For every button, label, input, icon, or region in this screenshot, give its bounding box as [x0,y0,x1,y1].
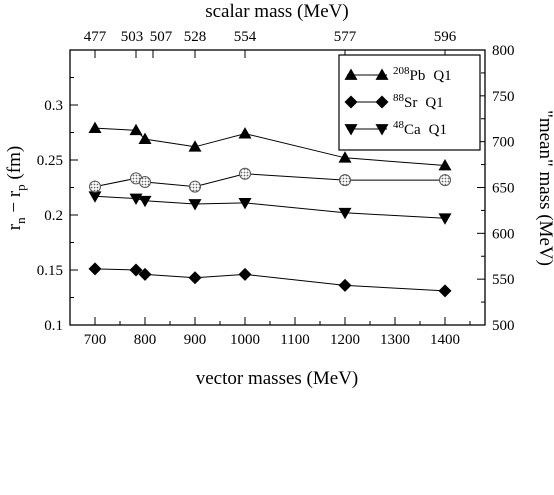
axis-ticks: 700 800 900 1000 1100 1200 1300 1400 477 503 507 52… [37,29,515,348]
x2-tick-label: 596 [434,29,457,45]
data-point-3 [139,176,151,188]
legend-label-isotope: 48 [393,119,405,131]
y-label-sub-n: n [13,217,28,224]
data-point-2 [88,191,102,203]
x-tick-label: 900 [184,332,207,348]
y-label-r: r [4,223,25,230]
data-point-1 [138,267,152,281]
data-point-1 [88,262,102,276]
data-point-0 [129,123,143,136]
data-point-3 [239,167,251,180]
y2-tick-label: 700 [492,135,515,151]
x2-tick-label: 507 [150,29,173,45]
data-point-3 [89,180,101,193]
y-axis-label: rn − rp (fm) [4,146,28,230]
legend-label-isotope: 208 [393,65,410,77]
data-point-2 [438,213,452,225]
legend-label-tag: Q1 [425,95,443,111]
chart-marks [88,121,452,298]
x-tick-label: 1400 [430,332,460,348]
data-point-3 [439,174,451,187]
data-point-0 [238,127,252,139]
y2-tick-label: 500 [492,318,515,334]
y-tick-label: 0.3 [44,98,63,114]
y-tick-label: 0.2 [44,208,63,224]
data-point-0 [338,151,352,163]
x-tick-label: 1100 [280,332,309,348]
data-point-0 [138,132,152,144]
data-point-1 [238,267,252,281]
y2-tick-label: 800 [492,43,515,59]
x2-tick-label: 528 [184,29,207,45]
legend-label: 208Pb Q1 [393,65,452,84]
data-point-2 [188,199,202,211]
data-point-1 [438,284,452,298]
legend-label: 88Sr Q1 [393,92,444,111]
data-point-0 [188,140,202,152]
legend-marker [375,95,389,109]
y-label-minus: − r [4,190,25,217]
data-point-1 [338,278,352,292]
data-point-1 [188,271,202,285]
y-label-sub-p: p [13,184,28,191]
data-point-2 [338,207,352,220]
data-point-1 [129,263,143,277]
legend-marker [344,68,358,80]
data-point-3 [189,180,201,193]
legend-label-element: Ca [404,122,421,138]
y-label-unit: (fm) [4,146,25,185]
y2-tick-label: 650 [492,181,515,197]
legend-label-tag: Q1 [433,68,451,84]
y2-tick-label: 750 [492,89,515,105]
y2-tick-label: 550 [492,272,515,288]
x-tick-label: 700 [84,332,107,348]
data-point-2 [238,198,252,210]
y-tick-label: 0.15 [37,263,63,279]
legend-marker [344,95,358,109]
legend-label: 48Ca Q1 [393,119,447,138]
x2-tick-label: 503 [121,29,144,45]
x-tick-label: 1200 [330,332,360,348]
data-point-0 [88,121,102,133]
x-tick-label: 1000 [230,332,260,348]
data-point-3 [339,174,351,187]
legend-label-element: Pb [410,68,426,84]
legend-marker [344,124,358,136]
legend-marker [375,68,389,80]
legend-label-isotope: 88 [393,92,405,104]
x-tick-label: 1300 [380,332,410,348]
y-tick-label: 0.25 [37,153,63,169]
y2-axis-label: "mean" mass (MeV) [535,110,554,266]
legend-marker [375,124,389,136]
x-tick-label: 800 [134,332,157,348]
x-axis-label: vector masses (MeV) [196,368,359,389]
y-tick-label: 0.1 [44,318,63,334]
data-point-2 [138,195,152,208]
x2-tick-label: 554 [234,29,257,45]
legend-label-tag: Q1 [429,122,447,138]
legend-label-element: Sr [404,95,417,111]
x2-tick-label: 577 [334,29,357,45]
x2-tick-label: 477 [84,29,107,45]
data-point-0 [438,159,452,171]
x2-axis-label: scalar mass (MeV) [205,1,349,22]
y2-tick-label: 600 [492,226,515,242]
